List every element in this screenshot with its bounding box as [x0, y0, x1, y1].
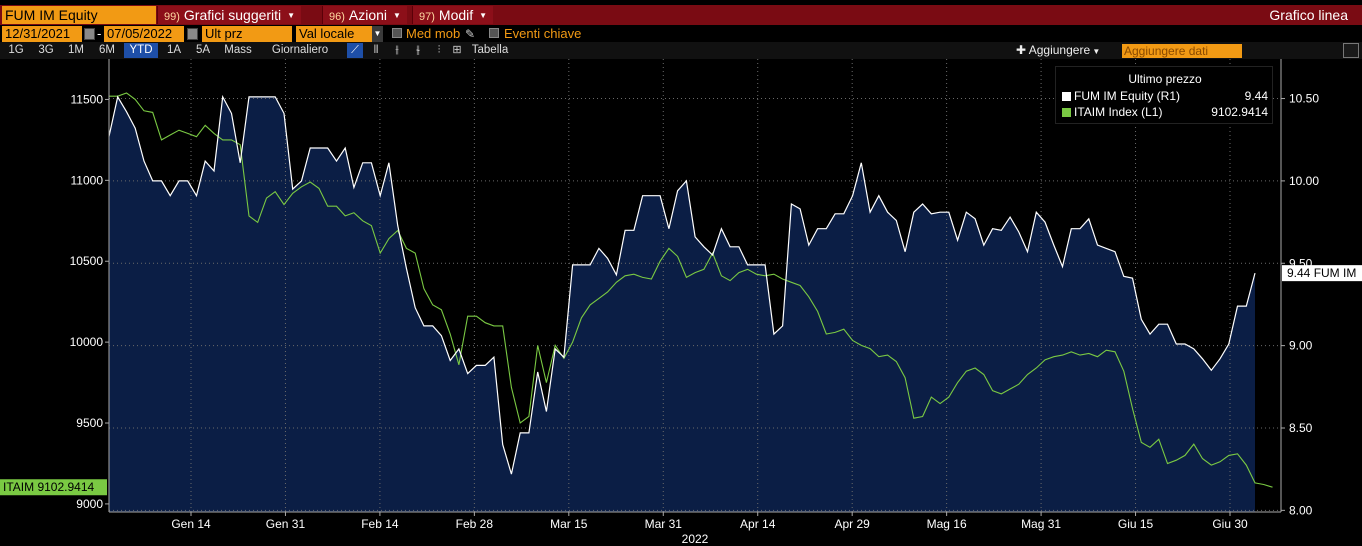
chevron-down-icon: ▼	[479, 11, 488, 20]
menu-edit[interactable]: 97) Modif ▼	[412, 6, 494, 24]
right-tick-label: 8.50	[1289, 421, 1313, 435]
x-tick-label: Mag 16	[927, 517, 967, 531]
period-6m[interactable]: 6M	[99, 44, 115, 56]
left-tick-label: 10000	[70, 335, 104, 349]
menu-label: Azioni	[348, 7, 388, 23]
left-tick-label: 9500	[76, 416, 103, 430]
right-tick-label: 10.50	[1289, 92, 1319, 106]
menu-label: Modif	[438, 7, 474, 23]
legend-label: ITAIM Index (L1)	[1074, 105, 1163, 119]
legend: Ultimo prezzo FUM IM Equity (R1) 9.44 IT…	[1055, 66, 1273, 124]
start-date-field[interactable]: 12/31/2021	[2, 26, 82, 42]
table-icon[interactable]: ⊞	[452, 44, 462, 56]
settings-row: 12/31/2021 - 07/05/2022 Ult prz Val loca…	[0, 26, 1362, 42]
key-events-label: Eventi chiave	[504, 26, 582, 41]
chart-kind-label: Grafico linea	[1269, 7, 1348, 23]
right-tick-label: 8.00	[1289, 503, 1313, 517]
table-view-button[interactable]: Tabella	[471, 44, 509, 56]
calendar-icon[interactable]	[187, 28, 198, 40]
end-date-field[interactable]: 07/05/2022	[104, 26, 184, 42]
x-tick-label: Gen 14	[171, 517, 211, 531]
period-1m[interactable]: 1M	[68, 44, 84, 56]
moving-average-checkbox[interactable]	[392, 28, 402, 38]
plus-icon: ✚	[1016, 43, 1029, 57]
frequency-select[interactable]: Giornaliero	[271, 44, 329, 56]
date-separator: -	[97, 26, 102, 41]
x-tick-label: Giu 15	[1118, 517, 1154, 531]
period-1g[interactable]: 1G	[8, 44, 24, 56]
period-5a[interactable]: 5A	[195, 44, 211, 56]
legend-value: 9.44	[1244, 89, 1268, 103]
currency-select[interactable]: Val locale	[296, 26, 372, 42]
price-chart: 9000 9500 10000 10500 11000 11500 8.00 8.50 9.00…	[0, 59, 1362, 546]
add-data-input[interactable]: Aggiungere dati	[1122, 44, 1242, 58]
x-tick-label: Apr 29	[835, 517, 871, 531]
x-tick-label: Apr 14	[740, 517, 776, 531]
left-tick-label: 9000	[76, 497, 103, 511]
right-tick-label: 10.00	[1289, 174, 1319, 188]
price-field-select[interactable]: Ult prz	[202, 26, 292, 42]
menu-actions[interactable]: 96) Azioni ▼	[322, 6, 407, 24]
period-max[interactable]: Mass	[224, 44, 252, 56]
x-tick-label: Giu 30	[1212, 517, 1248, 531]
area-chart-icon[interactable]: ⫶	[437, 44, 441, 56]
legend-swatch	[1062, 108, 1071, 117]
pencil-icon[interactable]: ✎	[465, 27, 476, 41]
period-1a[interactable]: 1A	[166, 44, 182, 56]
right-value-badge-text: 9.44 FUM IM	[1287, 266, 1356, 280]
period-ytd[interactable]: YTD	[124, 43, 158, 58]
period-toolbar: 1G 3G 1M 6M YTD 1A 5A Mass Giornaliero ⟋…	[0, 42, 1362, 59]
chevron-down-icon: ▼	[393, 11, 401, 20]
x-tick-label: Mar 31	[645, 517, 683, 531]
legend-value: 9102.9414	[1211, 105, 1268, 119]
legend-entry: FUM IM Equity (R1)	[1062, 89, 1180, 104]
chevron-down-icon: ▼	[287, 11, 296, 20]
period-3g[interactable]: 3G	[38, 44, 54, 56]
add-label: Aggiungere	[1028, 43, 1091, 57]
left-tick-label: 11000	[71, 173, 104, 187]
menu-number: 96)	[329, 11, 345, 23]
candlestick-icon[interactable]: ⫲	[395, 44, 399, 56]
chevron-down-icon[interactable]: ▼	[372, 26, 383, 42]
add-button[interactable]: ✚ Aggiungere ▼	[1016, 43, 1100, 59]
x-tick-label: Mag 31	[1021, 517, 1061, 531]
ohlc-icon[interactable]: ⫳	[415, 44, 421, 56]
bar-chart-icon[interactable]: ⫴	[373, 44, 379, 56]
legend-entry: ITAIM Index (L1)	[1062, 105, 1162, 120]
menu-number: 99)	[164, 11, 180, 23]
x-tick-label: Mar 15	[550, 517, 588, 531]
right-tick-label: 9.00	[1289, 339, 1313, 353]
key-events-checkbox[interactable]	[489, 28, 499, 38]
chevron-down-icon: ▼	[1090, 47, 1101, 56]
x-tick-label: Feb 14	[361, 517, 399, 531]
fum-line	[108, 94, 1256, 475]
ticker-input[interactable]: FUM IM Equity	[2, 6, 156, 24]
left-value-badge-text: ITAIM 9102.9414	[3, 480, 94, 494]
calendar-icon[interactable]	[84, 28, 95, 40]
right-value-badge	[1282, 265, 1362, 282]
menu-number: 97)	[419, 11, 435, 23]
legend-swatch	[1062, 92, 1071, 101]
left-tick-label: 11500	[71, 92, 104, 106]
legend-label: FUM IM Equity (R1)	[1074, 89, 1181, 103]
close-icon[interactable]	[1343, 43, 1359, 58]
moving-average-label: Med mob	[406, 26, 461, 41]
x-tick-label: Feb 28	[456, 517, 494, 531]
left-tick-label: 10500	[70, 254, 104, 268]
x-tick-label: Gen 31	[266, 517, 306, 531]
legend-title: Ultimo prezzo	[1128, 72, 1202, 86]
line-chart-icon[interactable]: ⟋	[347, 43, 363, 58]
itaim-line	[109, 92, 1273, 488]
x-year-label: 2022	[682, 532, 709, 546]
fum-area	[109, 96, 1255, 513]
menu-suggested-charts[interactable]: 99) Grafici suggeriti ▼	[157, 6, 302, 24]
menu-label: Grafici suggeriti	[183, 7, 282, 23]
left-value-badge	[0, 479, 107, 496]
